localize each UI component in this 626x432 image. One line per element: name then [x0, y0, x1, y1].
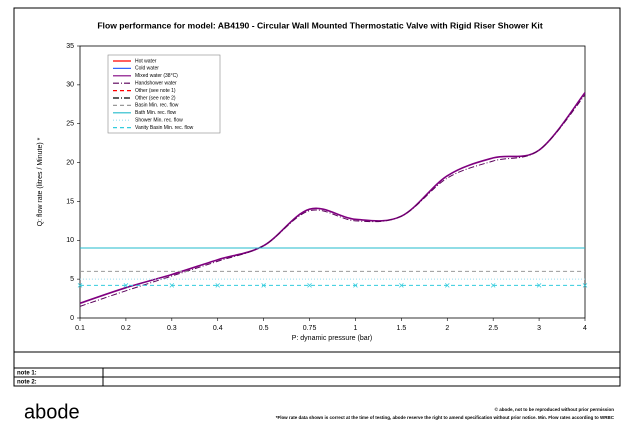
marker: [399, 283, 404, 288]
note-label: note 1:: [17, 371, 37, 377]
y-tick-label: 30: [66, 82, 74, 89]
legend-label: Hot water: [135, 58, 157, 64]
copyright: © abode, not to be reproduced without pr…: [495, 406, 615, 412]
marker: [444, 283, 450, 288]
marker: [307, 283, 312, 288]
chart-title: Flow performance for model: AB4190 - Cir…: [97, 20, 543, 30]
marker: [353, 283, 358, 288]
marker: [582, 283, 588, 288]
x-tick-label: 3: [537, 325, 541, 332]
legend-label: Mixed water (38°C): [135, 73, 178, 79]
logo: abode: [24, 401, 80, 423]
x-tick-label: 0.2: [121, 325, 131, 332]
marker: [215, 283, 221, 288]
x-tick-label: 2: [445, 325, 449, 332]
legend-label: Other (see note 2): [135, 95, 176, 101]
y-tick-label: 20: [66, 159, 74, 166]
y-tick-label: 35: [66, 43, 74, 50]
x-tick-label: 1.5: [396, 325, 406, 332]
y-tick-label: 0: [70, 315, 74, 322]
y-tick-label: 15: [66, 198, 74, 205]
y-axis-label: Q: flow rate (litres / Minute) *: [37, 137, 44, 226]
y-tick-label: 5: [70, 276, 74, 283]
disclaimer: *Flow rate data shown is correct at the …: [276, 415, 615, 420]
x-axis-label: P: dynamic pressure (bar): [292, 335, 373, 342]
marker: [169, 283, 175, 288]
frame: [13, 7, 621, 387]
x-tick-label: 0.1: [75, 325, 85, 332]
legend-label: Bath Min. rec. flow: [135, 110, 177, 116]
legend-label: Handshower water: [135, 81, 177, 87]
legend-label: Cold water: [135, 66, 159, 72]
y-tick-label: 10: [66, 237, 74, 244]
series-line: [79, 92, 586, 304]
legend-label: Vanity Basin Min. rec. flow: [135, 125, 194, 131]
marker: [536, 283, 542, 288]
x-tick-label: 1: [354, 325, 358, 332]
x-tick-label: 0.5: [259, 325, 269, 332]
marker: [490, 283, 496, 288]
x-tick-label: 0.3: [167, 325, 177, 332]
series-line: [79, 94, 586, 307]
x-tick-label: 2.5: [488, 325, 498, 332]
marker: [123, 283, 129, 288]
marker: [77, 283, 83, 288]
marker: [261, 283, 266, 288]
legend-label: Other (see note 1): [135, 88, 176, 94]
x-tick-label: 0.75: [303, 325, 317, 332]
note-label: note 2:: [17, 380, 37, 386]
x-tick-label: 4: [583, 325, 587, 332]
x-tick-label: 0.4: [213, 325, 223, 332]
y-tick-label: 25: [66, 121, 74, 128]
legend-label: Basin Min. rec. flow: [135, 103, 179, 109]
legend-label: Shower Min. rec. flow: [135, 118, 183, 124]
plot-area: [79, 45, 586, 319]
